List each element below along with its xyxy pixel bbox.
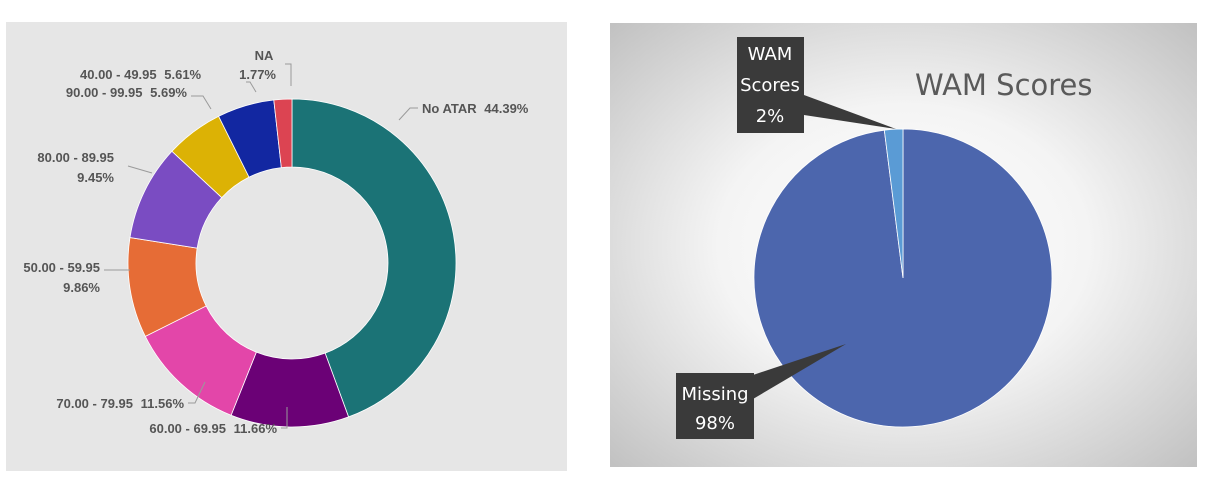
chart2-title: WAM Scores [915,68,1093,102]
slice-label-60-69-name: 60.00 - 69.95 [149,421,226,436]
leader-line-90-99 [191,95,212,110]
donut-slices [127,98,457,428]
callout-wam-scores-line2: Scores [740,75,800,96]
slice-label-na-value: 1.77% [239,67,276,82]
leader-line-60-69 [281,407,288,429]
slice-label-60-69-value: 11.66% [234,421,278,436]
leader-line-40-49 [246,81,257,93]
slice-label-na-name: NA [255,48,274,63]
slice-label-50-59-value: 9.86% [63,280,100,295]
slice-label-no-atar: No ATAR 44.39% [422,101,529,116]
slice-label-80-89-value: 9.45% [77,170,114,185]
atar-donut-chart: NA 1.77% 40.00 - 49.95 5.61% 90.00 - 99.… [6,22,567,471]
slice-label-no-atar-value: 44.39% [484,101,529,116]
slice-label-50-59-name: 50.00 - 59.95 [23,260,100,275]
callout-pointer-missing [753,344,846,399]
wam-scores-pie-chart: WAM Scores WAM Scores 2% Missing 98% [610,23,1197,467]
slice-label-90-99-name: 90.00 - 99.95 [66,85,143,100]
callout-missing-name: Missing [681,384,748,405]
callout-wam-scores-line1: WAM [748,44,793,65]
callout-missing-value: 98% [695,413,735,434]
slice-label-no-atar-name: No ATAR [422,101,477,116]
callout-box-wam-scores [737,37,804,133]
callout-wam-scores-value: 2% [756,106,785,127]
donut-slice-na [273,98,293,169]
pie-slices [753,128,1053,428]
slice-label-40-49-value: 5.61% [164,67,201,82]
callout-box-missing [676,373,754,439]
slice-label-60-69: 60.00 - 69.95 11.66% [149,421,277,436]
slice-label-90-99-value: 5.69% [150,85,187,100]
slice-label-70-79: 70.00 - 79.95 11.56% [56,396,184,411]
callout-pointer-wam-scores [804,95,896,129]
slice-label-40-49: 40.00 - 49.95 5.61% [80,67,202,82]
slice-label-70-79-name: 70.00 - 79.95 [56,396,133,411]
donut-slice-no-atar [291,98,457,418]
slice-label-90-99: 90.00 - 99.95 5.69% [66,85,188,100]
slice-label-80-89-name: 80.00 - 89.95 [37,150,114,165]
leader-line-80-89 [127,165,153,174]
pie-slice-wam-scores [883,128,904,279]
slice-label-70-79-value: 11.56% [141,396,185,411]
slice-label-40-49-name: 40.00 - 49.95 [80,67,157,82]
leader-line-70-79 [188,381,206,404]
leader-line-no-atar [398,107,418,121]
leader-line-na [285,63,292,86]
